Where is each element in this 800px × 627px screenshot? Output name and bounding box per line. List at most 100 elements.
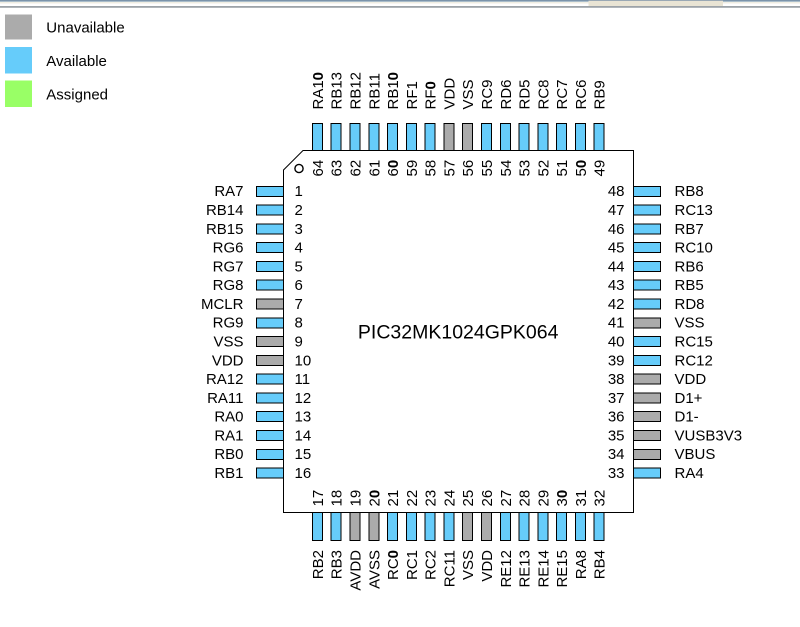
svg-text:45: 45: [608, 240, 625, 257]
svg-text:VUSB3V3: VUSB3V3: [675, 428, 743, 445]
svg-text:5: 5: [295, 259, 303, 276]
svg-text:50: 50: [573, 160, 590, 177]
svg-text:11: 11: [295, 371, 311, 388]
svg-text:1: 1: [295, 183, 303, 200]
svg-text:RF1: RF1: [404, 81, 421, 109]
svg-text:RG6: RG6: [213, 240, 244, 257]
svg-text:Assigned: Assigned: [46, 86, 108, 103]
svg-text:4: 4: [295, 240, 303, 257]
svg-text:59: 59: [404, 160, 421, 177]
svg-text:32: 32: [592, 490, 609, 507]
svg-text:RC0: RC0: [385, 550, 402, 580]
svg-text:48: 48: [608, 183, 625, 200]
svg-text:VSS: VSS: [460, 79, 477, 109]
svg-text:60: 60: [385, 160, 402, 177]
svg-text:VBUS: VBUS: [675, 446, 716, 463]
svg-text:37: 37: [608, 390, 625, 407]
svg-text:RB15: RB15: [206, 221, 244, 238]
svg-text:58: 58: [423, 160, 440, 177]
svg-text:53: 53: [517, 160, 534, 177]
svg-text:22: 22: [404, 490, 421, 507]
svg-text:24: 24: [442, 490, 459, 507]
svg-text:34: 34: [608, 446, 625, 463]
svg-text:VDD: VDD: [675, 371, 707, 388]
svg-text:27: 27: [498, 490, 515, 507]
svg-text:3: 3: [295, 221, 303, 238]
svg-text:38: 38: [608, 371, 625, 388]
svg-text:RA10: RA10: [310, 72, 327, 110]
svg-text:47: 47: [608, 202, 625, 219]
svg-text:RC1: RC1: [404, 550, 421, 580]
svg-text:Available: Available: [46, 53, 107, 70]
svg-text:RA7: RA7: [214, 183, 243, 200]
svg-text:2: 2: [295, 202, 303, 219]
svg-text:RC8: RC8: [536, 79, 553, 109]
svg-text:VDD: VDD: [442, 78, 459, 110]
svg-text:30: 30: [554, 490, 571, 507]
svg-text:RC13: RC13: [675, 202, 713, 219]
svg-text:13: 13: [295, 409, 312, 426]
svg-text:21: 21: [385, 490, 402, 507]
svg-text:RA8: RA8: [573, 550, 590, 579]
svg-text:RC15: RC15: [675, 334, 713, 351]
svg-text:AVDD: AVDD: [348, 550, 365, 591]
svg-text:RD6: RD6: [498, 79, 515, 109]
svg-text:RA12: RA12: [206, 371, 244, 388]
svg-text:42: 42: [608, 296, 625, 313]
svg-text:Unavailable: Unavailable: [46, 20, 124, 37]
svg-text:RC12: RC12: [675, 353, 713, 370]
svg-text:RB6: RB6: [675, 259, 704, 276]
svg-text:RC7: RC7: [554, 79, 571, 109]
svg-text:RA0: RA0: [214, 409, 243, 426]
svg-text:54: 54: [498, 160, 515, 177]
svg-text:RC9: RC9: [479, 79, 496, 109]
svg-text:7: 7: [295, 296, 303, 313]
svg-text:RF0: RF0: [423, 81, 440, 109]
svg-text:33: 33: [608, 465, 625, 482]
svg-text:RE15: RE15: [554, 550, 571, 588]
svg-text:RE13: RE13: [517, 550, 534, 588]
svg-text:RE14: RE14: [536, 550, 553, 588]
svg-text:18: 18: [329, 490, 346, 507]
svg-text:RB12: RB12: [348, 72, 365, 110]
svg-text:41: 41: [608, 315, 625, 332]
svg-text:57: 57: [442, 160, 459, 177]
svg-text:RG9: RG9: [213, 315, 244, 332]
svg-text:RB11: RB11: [367, 73, 384, 109]
svg-text:52: 52: [536, 160, 553, 177]
svg-text:28: 28: [517, 490, 534, 507]
svg-text:12: 12: [295, 390, 312, 407]
svg-text:10: 10: [295, 353, 312, 370]
svg-text:29: 29: [536, 490, 553, 507]
svg-text:RB2: RB2: [310, 550, 327, 579]
svg-text:RB0: RB0: [214, 446, 243, 463]
svg-text:40: 40: [608, 334, 625, 351]
svg-text:14: 14: [295, 428, 312, 445]
svg-text:RB4: RB4: [592, 550, 609, 579]
svg-text:D1+: D1+: [675, 390, 703, 407]
svg-text:17: 17: [310, 490, 327, 507]
svg-text:RB10: RB10: [385, 72, 402, 110]
svg-text:51: 51: [554, 160, 571, 177]
svg-text:RC10: RC10: [675, 240, 713, 257]
svg-text:RC2: RC2: [423, 550, 440, 580]
svg-text:RB14: RB14: [206, 202, 244, 219]
svg-text:RG8: RG8: [213, 277, 244, 294]
svg-text:RG7: RG7: [213, 259, 244, 276]
svg-text:RD8: RD8: [675, 296, 705, 313]
svg-text:20: 20: [367, 490, 384, 507]
svg-text:RB8: RB8: [675, 183, 704, 200]
svg-text:RB1: RB1: [214, 465, 243, 482]
svg-text:MCLR: MCLR: [201, 296, 244, 313]
svg-text:62: 62: [348, 160, 365, 177]
svg-text:36: 36: [608, 409, 625, 426]
svg-text:49: 49: [592, 160, 609, 177]
svg-text:RA11: RA11: [207, 390, 243, 407]
svg-text:23: 23: [423, 490, 440, 507]
svg-text:63: 63: [329, 160, 346, 177]
svg-text:VSS: VSS: [213, 334, 243, 351]
svg-text:VSS: VSS: [460, 550, 477, 580]
svg-text:VSS: VSS: [675, 315, 705, 332]
svg-text:RC6: RC6: [573, 79, 590, 109]
svg-text:39: 39: [608, 353, 625, 370]
